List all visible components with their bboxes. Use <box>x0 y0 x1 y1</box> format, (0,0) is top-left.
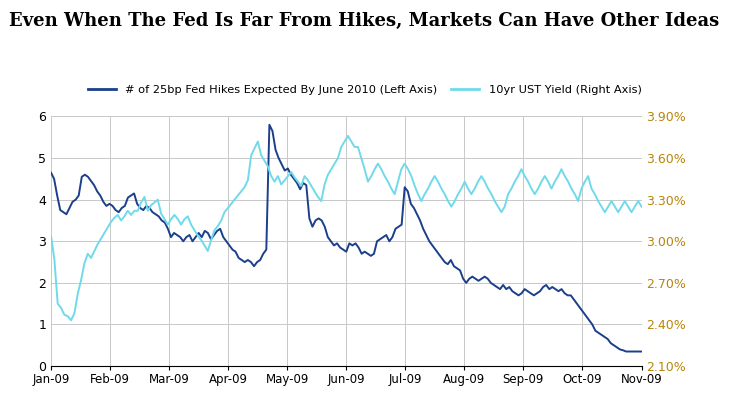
Text: Even When The Fed Is Far From Hikes, Markets Can Have Other Ideas: Even When The Fed Is Far From Hikes, Mar… <box>9 12 720 30</box>
Legend: # of 25bp Fed Hikes Expected By June 2010 (Left Axis), 10yr UST Yield (Right Axi: # of 25bp Fed Hikes Expected By June 201… <box>83 81 646 100</box>
